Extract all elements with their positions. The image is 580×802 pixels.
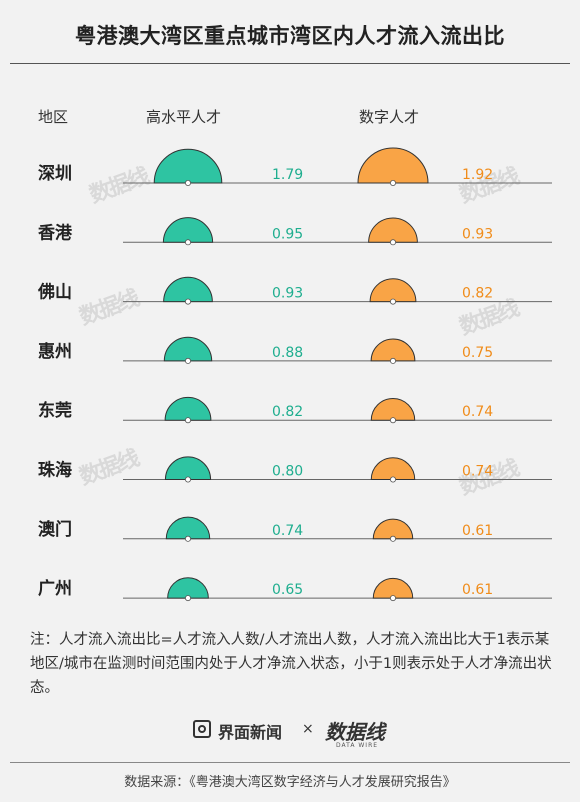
footer-divider: [10, 762, 570, 763]
region-label: 香港: [38, 222, 73, 243]
semicircle-chart: 深圳 1.79 1.92 香港 0.95 0.93 佛山 0.93 0.82 惠州 0.88 0.75…: [37, 147, 552, 602]
digital-semicircle-dot: [389, 298, 396, 305]
data-source: 数据来源：《粤港澳大湾区数字经济与人才发展研究报告》: [124, 775, 456, 790]
region-label: 广州: [38, 578, 72, 599]
footnote: 注：人才流入流出比=人才流入人数/人才流出人数，人才流入流出比大于1表示某地区/…: [30, 632, 552, 696]
digital-value-label: 1.92: [462, 167, 493, 183]
digital-semicircle: [372, 518, 414, 540]
digital-value-label: 0.75: [462, 345, 493, 361]
digital-semicircle: [370, 457, 416, 480]
high-level-semicircle-dot: [184, 535, 191, 542]
jiemian-logo-icon: [193, 720, 211, 738]
region-label: 东莞: [38, 400, 72, 421]
digital-semicircle-dot: [389, 357, 396, 364]
high-level-semicircle-dot: [184, 476, 191, 483]
high-level-semicircle-dot: [184, 298, 191, 305]
high-level-value-label: 0.74: [272, 523, 303, 539]
high-level-semicircle: [163, 276, 213, 303]
digital-semicircle: [370, 338, 416, 362]
datawire-logo: 数据线: [325, 720, 385, 744]
high-level-value-label: 0.93: [272, 286, 303, 302]
chart-title: 粤港澳大湾区重点城市湾区内人才流入流出比: [75, 24, 505, 48]
digital-semicircle: [368, 217, 418, 243]
datawire-logo-sub: DATA WIRE: [336, 742, 379, 749]
region-label: 佛山: [37, 282, 72, 303]
high-level-semicircle: [165, 516, 211, 540]
digital-semicircle-dot: [389, 595, 396, 602]
digital-semicircle-dot: [389, 535, 396, 542]
digital-value-label: 0.61: [462, 523, 493, 539]
high-level-value-label: 1.79: [272, 167, 303, 183]
high-level-semicircle: [153, 148, 223, 184]
digital-value-label: 0.74: [462, 404, 493, 420]
high-level-semicircle: [164, 456, 212, 480]
high-level-semicircle: [162, 217, 214, 243]
high-level-semicircle: [163, 336, 213, 362]
digital-value-label: 0.61: [462, 582, 493, 598]
digital-semicircle: [369, 278, 417, 303]
digital-semicircle: [357, 147, 429, 184]
digital-semicircle-dot: [389, 476, 396, 483]
high-level-semicircle-dot: [184, 417, 191, 424]
high-level-semicircle: [164, 396, 212, 421]
high-level-value-label: 0.88: [272, 345, 303, 361]
high-level-semicircle-dot: [184, 357, 191, 364]
region-label: 澳门: [38, 519, 72, 540]
digital-value-label: 0.74: [462, 464, 493, 480]
digital-semicircle-dot: [389, 179, 396, 186]
digital-value-label: 0.82: [462, 286, 493, 302]
digital-semicircle-dot: [389, 417, 396, 424]
high-level-semicircle-dot: [184, 239, 191, 246]
digital-semicircle: [372, 577, 414, 599]
digital-header: 数字人才: [359, 108, 420, 126]
high-level-header: 高水平人才: [146, 108, 222, 126]
high-level-value-label: 0.82: [272, 404, 303, 420]
region-label: 珠海: [38, 460, 72, 481]
high-level-semicircle: [167, 577, 209, 599]
high-level-value-label: 0.65: [272, 582, 303, 598]
jiemian-logo-text: 界面新闻: [218, 723, 283, 742]
region-header: 地区: [38, 108, 69, 126]
footer-logos: 界面新闻 × 数据线 DATA WIRE: [0, 716, 580, 749]
collab-times: ×: [302, 721, 314, 737]
region-label: 深圳: [38, 163, 72, 184]
region-label: 惠州: [38, 341, 72, 362]
high-level-value-label: 0.95: [272, 226, 303, 242]
digital-semicircle: [370, 397, 416, 421]
high-level-value-label: 0.80: [272, 464, 303, 480]
digital-value-label: 0.93: [462, 226, 493, 242]
title-divider: [10, 63, 570, 64]
digital-semicircle-dot: [389, 239, 396, 246]
high-level-semicircle-dot: [184, 179, 191, 186]
high-level-semicircle-dot: [184, 595, 191, 602]
